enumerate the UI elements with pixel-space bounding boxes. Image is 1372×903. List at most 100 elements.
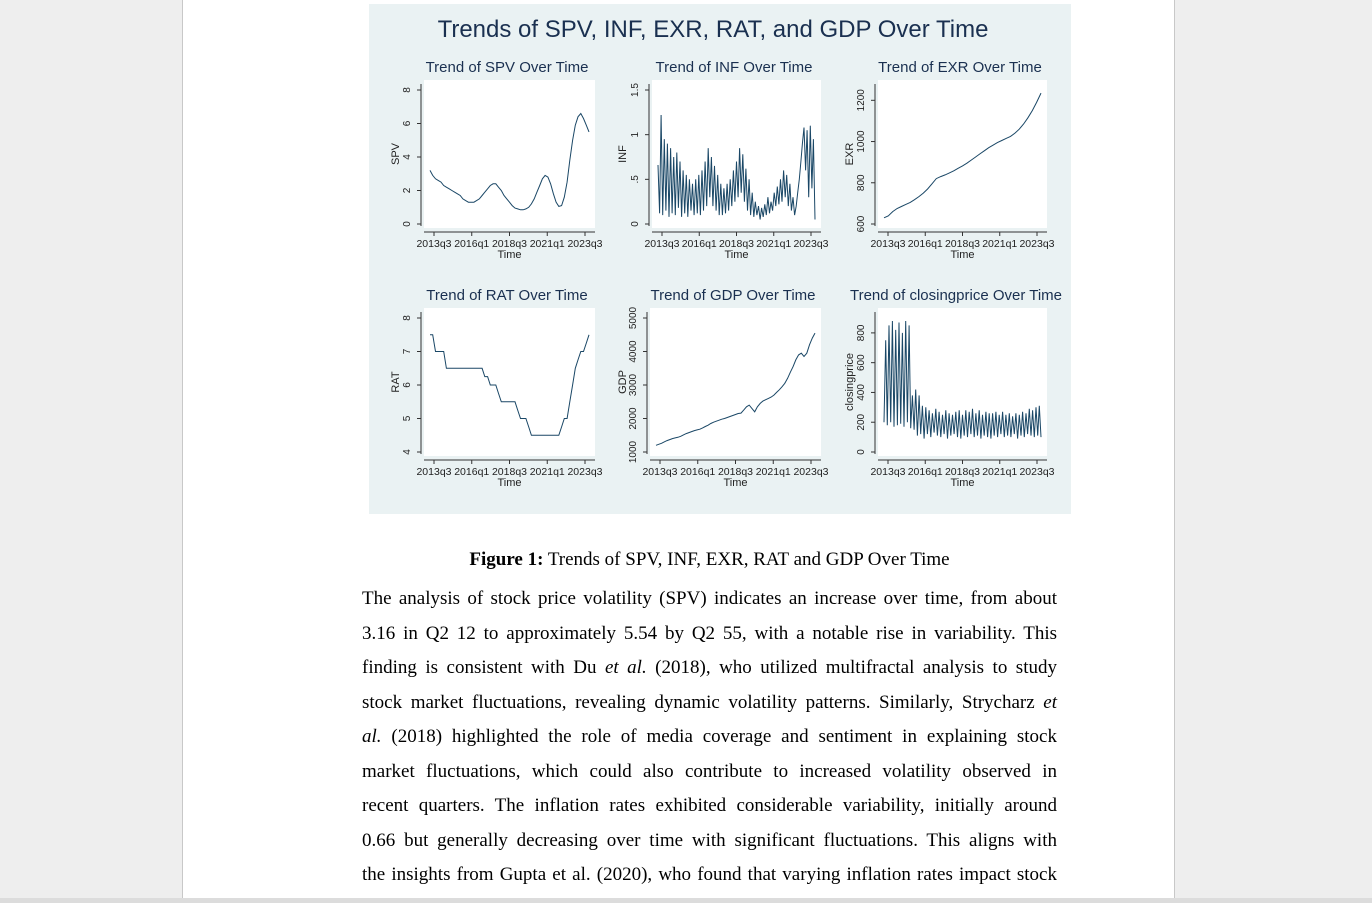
panel3-x-tick-label: 2018q3: [945, 238, 980, 250]
text-line: finding is consistent with Du et al. (20…: [362, 657, 1057, 678]
page-bottom-edge: [0, 898, 1372, 903]
panel5-title: Trend of GDP Over Time: [650, 287, 815, 304]
panel4-x-tick-label: 2018q3: [492, 466, 527, 478]
panel1-x-tick-label: 2021q1: [530, 238, 565, 250]
panel3-x-tick-label: 2023q3: [1019, 238, 1054, 250]
figure-svg: Trends of SPV, INF, EXR, RAT, and GDP Ov…: [390, 16, 1062, 489]
body-paragraph: The analysis of stock price volatility (…: [362, 582, 1057, 893]
panel3-plot-area: [878, 80, 1047, 228]
panel5-x-tick-label: 2016q1: [680, 466, 715, 478]
panel2-y-axis-title: INF: [617, 145, 629, 163]
panel1-y-tick-label: 8: [402, 87, 413, 93]
panel5-x-tick-label: 2013q3: [642, 466, 677, 478]
panel6-y-tick-label: 600: [856, 354, 867, 371]
panel5-series-line: [655, 332, 816, 446]
panel3-y-tick-label: 800: [856, 174, 867, 191]
panel6-x-tick-label: 2018q3: [945, 466, 980, 478]
panel4-x-tick-label: 2023q3: [567, 466, 602, 478]
panel2-x-tick-label: 2018q3: [719, 238, 754, 250]
panel2-y-tick-label: 0: [630, 221, 641, 227]
panel4-title: Trend of RAT Over Time: [426, 287, 587, 304]
panel3-y-tick-label: 1200: [856, 89, 867, 112]
panel4-x-tick-label: 2021q1: [530, 466, 565, 478]
panel6-x-tick-label: 2021q1: [982, 466, 1017, 478]
panel6-x-tick-label: 2016q1: [908, 466, 943, 478]
panel2-x-axis-title: Time: [724, 249, 748, 261]
text-line: the insights from Gupta et al. (2020), w…: [362, 864, 1057, 885]
panel6-y-tick-label: 400: [856, 384, 867, 401]
panel3-y-tick-label: 1000: [856, 130, 867, 153]
panel1-x-axis-title: Time: [497, 249, 521, 261]
panel4-x-axis-title: Time: [497, 477, 521, 489]
panel6-y-tick-label: 200: [856, 413, 867, 430]
panel2-x-tick-label: 2016q1: [682, 238, 717, 250]
panel4-y-tick-label: 8: [402, 315, 413, 321]
panel1-x-tick-label: 2013q3: [416, 238, 451, 250]
panel3-x-tick-label: 2016q1: [908, 238, 943, 250]
panel1-plot-area: [424, 80, 595, 228]
panel2-y-tick-label: 1.5: [630, 83, 641, 97]
figure-main-title: Trends of SPV, INF, EXR, RAT, and GDP Ov…: [438, 16, 989, 43]
panel3-y-tick-label: 600: [856, 215, 867, 232]
panel2-series-line: [657, 114, 816, 220]
panel5-y-tick-label: 1000: [628, 440, 639, 463]
panel2-x-tick-label: 2013q3: [644, 238, 679, 250]
panel6-x-axis-title: Time: [950, 477, 974, 489]
panel2-plot-area: [652, 80, 821, 228]
text-line: 0.66 but generally decreasing over time …: [362, 829, 1057, 851]
panel5-y-tick-label: 3000: [628, 373, 639, 396]
panel3-x-tick-label: 2013q3: [870, 238, 905, 250]
panel3-series-line: [883, 92, 1042, 219]
panel4-x-tick-label: 2013q3: [416, 466, 451, 478]
panel1-y-tick-label: 0: [402, 221, 413, 227]
panel6-title: Trend of closingprice Over Time: [850, 287, 1062, 304]
panel5-y-tick-label: 4000: [628, 340, 639, 363]
text-line: The analysis of stock price volatility (…: [362, 588, 1057, 609]
text-line: recent quarters. The inflation rates exh…: [362, 795, 1057, 816]
panel4-y-axis-title: RAT: [390, 371, 402, 392]
panel6-y-tick-label: 0: [856, 449, 867, 455]
panel2-y-tick-label: .5: [630, 175, 641, 184]
panel5-y-tick-label: 5000: [628, 306, 639, 329]
text-line: 3.16 in Q2 12 to approximately 5.54 by Q…: [362, 622, 1057, 644]
panel6-x-tick-label: 2023q3: [1019, 466, 1054, 478]
panel3-y-axis-title: EXR: [844, 143, 856, 166]
panel1-y-tick-label: 6: [402, 120, 413, 126]
figure-caption: Figure 1: Trends of SPV, INF, EXR, RAT a…: [362, 549, 1057, 571]
panel3-x-axis-title: Time: [950, 249, 974, 261]
panel6-y-axis-title: closingprice: [844, 353, 856, 411]
panel4-y-tick-label: 7: [402, 348, 413, 354]
panel1-series-line: [429, 112, 590, 211]
caption-text: Trends of SPV, INF, EXR, RAT and GDP Ove…: [543, 549, 950, 570]
panel5-x-axis-title: Time: [723, 477, 747, 489]
text-line: market fluctuations, which could also co…: [362, 760, 1057, 782]
panel4-x-tick-label: 2016q1: [454, 466, 489, 478]
panel6-series-line: [883, 320, 1042, 439]
panel2-title: Trend of INF Over Time: [656, 59, 813, 76]
panel4-plot-area: [424, 308, 595, 456]
panel5-plot-area: [650, 308, 821, 456]
caption-label: Figure 1:: [469, 549, 544, 570]
panel4-y-tick-label: 6: [402, 382, 413, 388]
panel6-x-tick-label: 2013q3: [870, 466, 905, 478]
panel1-title: Trend of SPV Over Time: [426, 59, 589, 76]
panel1-x-tick-label: 2023q3: [567, 238, 602, 250]
text-line: stock market fluctuations, revealing dyn…: [362, 691, 1057, 713]
panel2-x-tick-label: 2021q1: [756, 238, 791, 250]
panel5-x-tick-label: 2018q3: [718, 466, 753, 478]
panel6-y-tick-label: 800: [856, 324, 867, 341]
panel1-y-tick-label: 2: [402, 187, 413, 193]
panel4-series-line: [430, 334, 590, 436]
panel1-y-axis-title: SPV: [390, 142, 402, 165]
panel2-x-tick-label: 2023q3: [793, 238, 828, 250]
panel5-x-tick-label: 2021q1: [756, 466, 791, 478]
panel1-y-tick-label: 4: [402, 154, 413, 160]
panel4-y-tick-label: 5: [402, 415, 413, 421]
panel3-x-tick-label: 2021q1: [982, 238, 1017, 250]
panel5-y-axis-title: GDP: [617, 370, 629, 394]
panel2-y-tick-label: 1: [630, 131, 641, 137]
panel5-y-tick-label: 2000: [628, 407, 639, 430]
panel4-y-tick-label: 4: [402, 449, 413, 455]
panel3-title: Trend of EXR Over Time: [878, 59, 1042, 76]
panel5-x-tick-label: 2023q3: [793, 466, 828, 478]
